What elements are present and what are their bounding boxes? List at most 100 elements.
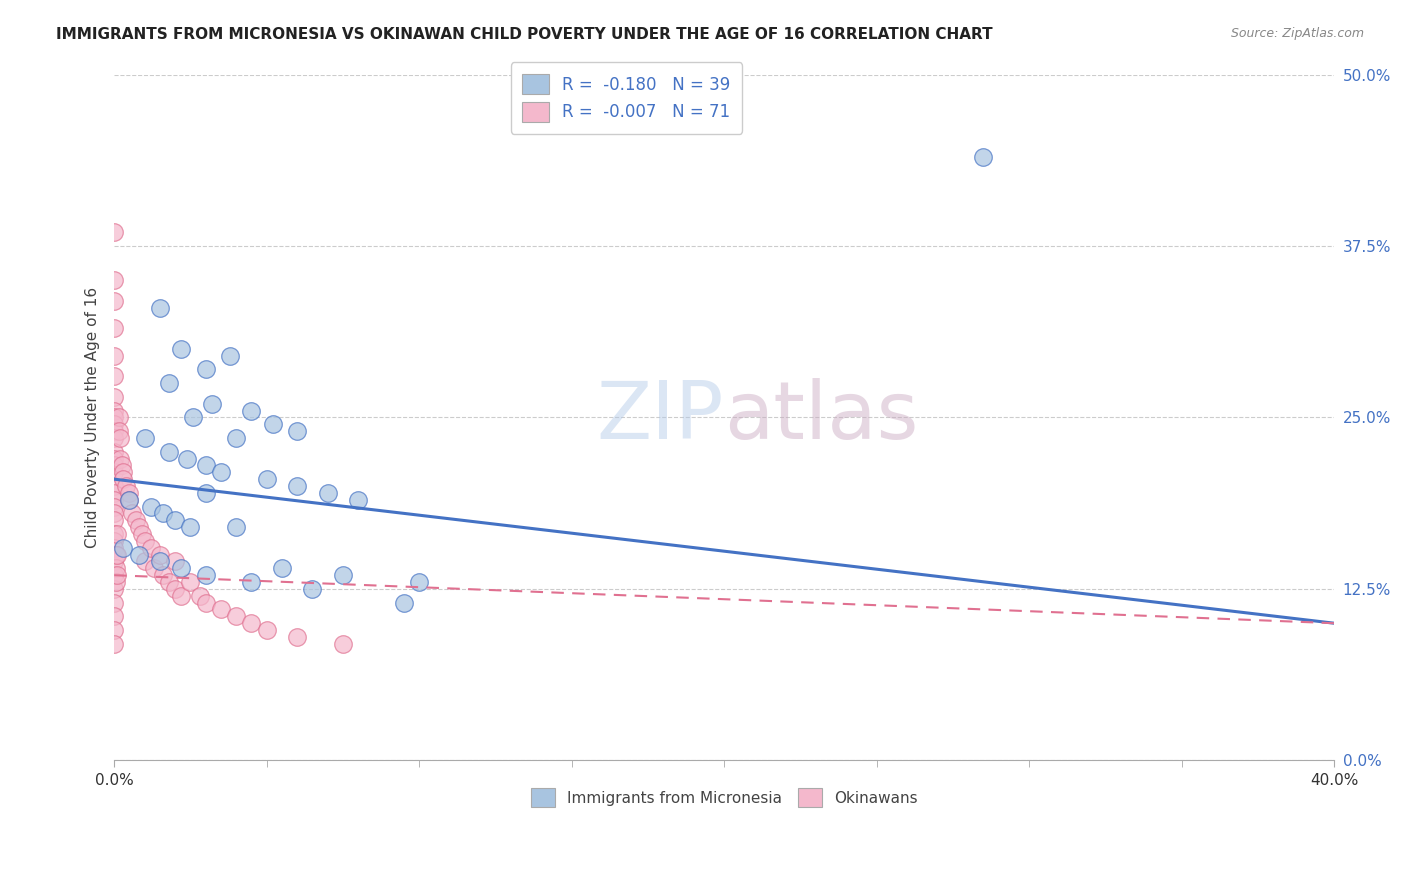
Point (165, 513, 187, 527)
Point (179, 520, 201, 534)
Point (157, 444, 180, 458)
Point (142, 561, 165, 575)
Point (103, 431, 125, 445)
Point (188, 589, 211, 603)
Point (170, 342, 193, 356)
Point (285, 424, 308, 438)
Y-axis label: Child Poverty Under the Age of 16: Child Poverty Under the Age of 16 (86, 287, 100, 548)
Point (347, 492, 370, 507)
Point (103, 424, 125, 438)
Point (183, 410, 205, 425)
Point (408, 575, 430, 590)
Point (194, 596, 217, 610)
Point (105, 568, 128, 582)
Point (332, 568, 354, 582)
Point (131, 527, 153, 541)
Point (103, 541, 125, 555)
Point (103, 369, 125, 384)
Point (103, 637, 125, 651)
Point (194, 458, 217, 473)
Point (157, 376, 180, 391)
Point (103, 466, 125, 480)
Point (256, 472, 278, 486)
Point (103, 507, 125, 521)
Point (225, 520, 247, 534)
Text: IMMIGRANTS FROM MICRONESIA VS OKINAWAN CHILD POVERTY UNDER THE AGE OF 16 CORRELA: IMMIGRANTS FROM MICRONESIA VS OKINAWAN C… (56, 27, 993, 42)
Point (103, 568, 125, 582)
Point (103, 293, 125, 308)
Point (134, 533, 156, 548)
Point (103, 527, 125, 541)
Point (103, 410, 125, 425)
Point (149, 548, 172, 562)
Point (124, 513, 146, 527)
Point (104, 575, 127, 590)
Point (104, 561, 127, 575)
Point (110, 451, 132, 466)
Point (112, 541, 135, 555)
Point (240, 575, 263, 590)
Point (128, 520, 150, 534)
Point (112, 472, 135, 486)
Point (107, 424, 129, 438)
Point (149, 554, 172, 568)
Point (103, 486, 125, 500)
Point (103, 596, 125, 610)
Text: Source: ZipAtlas.com: Source: ZipAtlas.com (1230, 27, 1364, 40)
Point (152, 568, 174, 582)
Point (240, 616, 263, 631)
Point (128, 548, 150, 562)
Point (285, 630, 308, 644)
Point (103, 513, 125, 527)
Point (271, 561, 294, 575)
Point (219, 349, 242, 363)
Point (103, 533, 125, 548)
Point (134, 431, 156, 445)
Point (209, 602, 232, 616)
Point (170, 561, 193, 575)
Point (194, 362, 217, 376)
Point (316, 486, 339, 500)
Point (157, 575, 180, 590)
Point (139, 500, 162, 514)
Point (103, 451, 125, 466)
Point (194, 486, 217, 500)
Point (118, 486, 141, 500)
Point (103, 500, 125, 514)
Point (104, 548, 127, 562)
Point (110, 431, 132, 445)
Point (225, 431, 247, 445)
Point (111, 458, 134, 473)
Point (176, 451, 198, 466)
Point (105, 548, 128, 562)
Point (103, 273, 125, 287)
Point (285, 479, 308, 493)
Point (103, 417, 125, 432)
Point (165, 582, 187, 596)
Point (121, 507, 143, 521)
Point (118, 492, 141, 507)
Point (194, 568, 217, 582)
Point (301, 582, 323, 596)
Point (103, 349, 125, 363)
Text: ZIP: ZIP (596, 378, 724, 457)
Point (103, 582, 125, 596)
Point (105, 527, 128, 541)
Point (103, 479, 125, 493)
Point (170, 589, 193, 603)
Point (256, 623, 278, 637)
Point (103, 225, 125, 239)
Point (103, 554, 125, 568)
Point (103, 403, 125, 417)
Point (392, 596, 415, 610)
Point (103, 492, 125, 507)
Point (103, 444, 125, 458)
Point (165, 554, 187, 568)
Point (115, 479, 138, 493)
Point (118, 492, 141, 507)
Point (149, 301, 172, 315)
Point (112, 466, 135, 480)
Point (103, 458, 125, 473)
Point (103, 321, 125, 335)
Point (152, 507, 174, 521)
